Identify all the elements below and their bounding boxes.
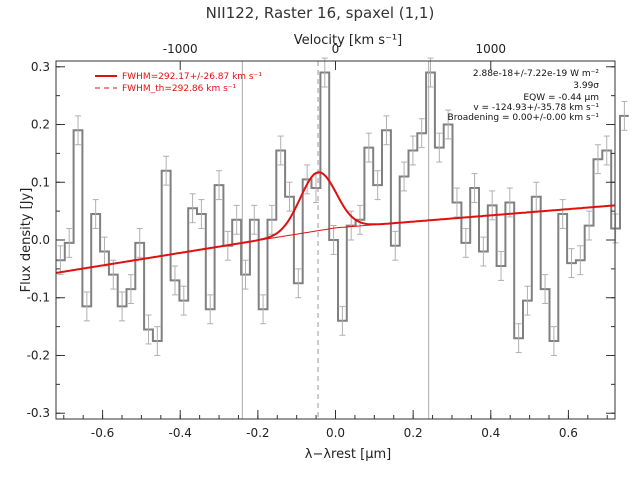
error-bar: [365, 132, 372, 163]
error-bar: [436, 132, 443, 163]
y-tick-label: 0.1: [31, 175, 50, 189]
y-tick-label: -0.1: [27, 291, 50, 305]
error-bar: [171, 265, 178, 296]
error-bar: [127, 274, 134, 305]
y-axis-label: Flux density [Jy]: [19, 188, 34, 293]
annotation-significance: 3.99σ: [573, 81, 599, 91]
x-tick-label: 0.0: [326, 426, 345, 440]
data-series: [56, 57, 629, 356]
error-bar: [330, 225, 337, 255]
x-tick-label: 0.4: [481, 426, 500, 440]
error-bar: [462, 227, 469, 258]
error-bar: [568, 248, 575, 279]
error-bar: [383, 115, 390, 146]
error-bar: [321, 57, 328, 88]
error-bar: [577, 245, 584, 276]
top-tick-label: 1000: [476, 42, 507, 56]
error-bar: [550, 326, 557, 356]
error-bar: [339, 305, 346, 336]
error-bar: [75, 115, 82, 146]
error-bar: [136, 227, 143, 258]
error-bar: [154, 326, 161, 356]
error-bar: [542, 274, 549, 305]
chart-title: NII122, Raster 16, spaxel (1,1): [206, 4, 435, 22]
error-bar: [559, 199, 566, 229]
error-bar: [198, 199, 205, 229]
error-bar: [304, 164, 311, 195]
error-bar: [180, 285, 187, 316]
error-bar: [189, 193, 196, 224]
annotation-velocity: v = -124.93+/-35.78 km s⁻¹: [473, 103, 599, 113]
error-bar: [401, 161, 408, 192]
error-bar: [524, 285, 531, 316]
error-bar: [409, 135, 416, 166]
error-bar: [374, 170, 381, 201]
error-bar: [471, 173, 478, 203]
error-bar: [506, 187, 513, 218]
x-tick-label: -0.6: [91, 426, 114, 440]
error-bar: [612, 213, 619, 244]
error-bar: [603, 135, 610, 166]
error-bar: [277, 135, 284, 166]
error-bar: [515, 323, 522, 354]
error-bar: [110, 259, 117, 290]
axes: [55, 60, 616, 420]
legend-label-fit: FWHM=292.17+/-26.87 km s⁻¹: [122, 72, 262, 82]
legend: FWHM=292.17+/-26.87 km s⁻¹ FWHM_th=292.8…: [95, 72, 262, 94]
error-bar: [418, 118, 425, 149]
error-bar: [66, 227, 73, 258]
x-tick-label: -0.2: [246, 426, 269, 440]
error-bar: [83, 291, 90, 322]
error-bar: [207, 294, 214, 325]
error-bar: [453, 187, 460, 218]
x-tick-label: 0.6: [559, 426, 578, 440]
error-bar: [216, 170, 223, 201]
y-tick-label: -0.2: [27, 348, 50, 362]
top-tick-label: 0: [332, 42, 340, 56]
error-bar: [92, 199, 99, 229]
top-tick-label: -1000: [163, 42, 198, 56]
error-bar: [480, 236, 487, 267]
y-tick-label: 0.0: [31, 233, 50, 247]
error-bar: [498, 251, 505, 281]
error-bar: [586, 210, 593, 241]
error-bar: [57, 245, 64, 276]
error-bar: [163, 155, 170, 186]
error-bar: [145, 314, 152, 345]
annotation-broadening: Broadening = 0.00+/-0.00 km s⁻¹: [448, 113, 600, 123]
error-bar: [251, 204, 258, 235]
fit-annotations: 2.88e-18+/-7.22e-19 W m⁻² 3.99σ EQW = -0…: [448, 69, 600, 123]
y-tick-label: 0.3: [31, 60, 50, 74]
error-bar: [286, 181, 293, 212]
error-bar: [594, 144, 601, 175]
error-bar: [621, 100, 628, 131]
error-bar: [119, 291, 126, 322]
annotation-eqw: EQW = -0.44 μm: [523, 93, 599, 103]
error-bar: [233, 204, 240, 235]
top-axis-label: Velocity [km s⁻¹]: [294, 33, 402, 48]
fit-series: [55, 171, 616, 274]
x-tick-label: -0.4: [169, 426, 192, 440]
x-axis-label: λ−λrest [μm]: [305, 447, 391, 462]
annotation-flux: 2.88e-18+/-7.22e-19 W m⁻²: [473, 69, 600, 79]
y-tick-label: 0.2: [31, 118, 50, 132]
error-bar: [445, 109, 452, 140]
tick-labels: -0.6 -0.4 -0.2 0.0 0.2 0.4 0.6 -1000 0 1000 -0.3 -0…: [27, 42, 578, 440]
error-bar: [357, 204, 364, 235]
y-tick-label: -0.3: [27, 406, 50, 420]
error-bar: [242, 259, 249, 290]
legend-label-thermal: FWHM_th=292.86 km s⁻¹: [122, 84, 237, 94]
error-bar: [260, 294, 267, 325]
error-bar: [295, 268, 302, 299]
error-bar: [392, 230, 399, 261]
x-tick-label: 0.2: [404, 426, 423, 440]
vertical-markers: [241, 61, 430, 419]
gaussian-fit-line: [55, 171, 616, 274]
